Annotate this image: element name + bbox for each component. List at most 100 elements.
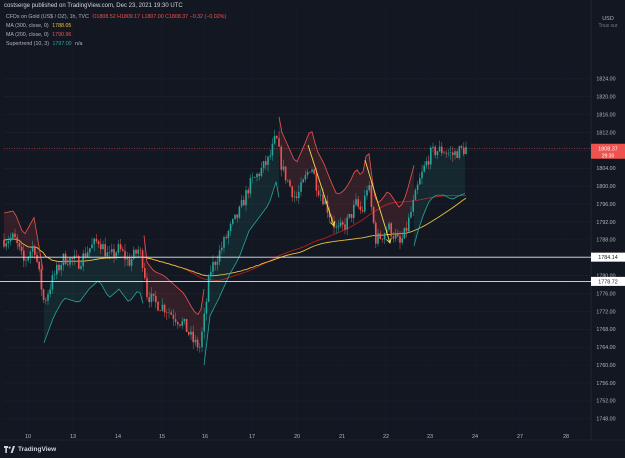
candle-body [150,293,153,303]
candle-body [317,190,320,196]
y-tick-label: 1752.00 [596,399,615,405]
candle-body [14,233,16,238]
x-tick-label: 23 [427,434,433,440]
candle-body [366,190,368,196]
candle-body [148,297,150,303]
candle-body [388,223,390,230]
y-tick-label: 1772.00 [596,309,615,315]
candle-body [196,339,199,348]
bar-countdown: 29:30 [602,153,615,159]
candle-body [324,200,326,205]
currency-sub-label: Tous sur [599,23,618,29]
x-tick-label: 24 [472,434,478,440]
candle-body [350,213,353,219]
candle-body [161,304,164,311]
y-tick-label: 1816.00 [596,112,615,118]
current-price-value: 1808.37 [598,147,618,153]
candle-body [370,185,373,207]
candle-body [463,147,465,155]
candle-body [97,241,100,244]
legend-ma300-row[interactable]: MA (300, close, 0) 1788.05 [6,23,71,29]
candle-body [36,254,38,262]
candle-body [419,178,421,185]
legend-symbol[interactable]: CFDs on Gold (US$ / OZ), 1h, TVC [6,14,89,20]
y-tick-label: 1820.00 [596,95,615,101]
candle-body [359,206,362,211]
y-tick-label: 1768.00 [596,327,615,333]
candle-body [185,318,188,333]
candle-body [441,146,443,154]
candle-body [170,312,172,315]
candle-body [348,213,351,218]
legend-ma200-row[interactable]: MA (200, close, 0) 1790.96 [6,32,71,38]
candle-body [23,250,25,261]
candle-body [212,262,214,272]
candle-body [423,165,425,172]
x-tick-label: 28 [563,434,569,440]
candle-body [443,152,445,154]
candle-body [298,191,300,199]
x-tick-label: 27 [517,434,523,440]
legend-ma200-label: MA (200, close, 0) [6,32,49,38]
candle-body [225,237,227,239]
candle-body [122,249,124,251]
candle-body [315,173,318,191]
candle-body [372,206,375,223]
candle-body [7,241,10,244]
candle-body [234,214,236,220]
candle-body [328,212,331,218]
candle-body [434,146,436,156]
x-tick-label: 15 [159,434,165,440]
candle-body [71,257,73,259]
candle-body [192,331,194,343]
arrow-drawing-2[interactable] [364,159,391,244]
y-tick-label: 1812.00 [596,130,615,136]
candle-body [194,339,197,343]
candle-body [177,322,179,325]
candle-body [47,294,49,301]
candle-body [80,266,82,269]
candle-body [159,310,161,312]
candle-body [353,204,355,219]
candle-body [258,173,260,176]
candle-body [210,271,212,277]
candle-body [229,223,232,232]
candle-body [152,293,155,296]
supertrend-fill-up [204,136,279,366]
candle-body [421,171,423,179]
candle-body [379,233,381,239]
candle-body [269,155,271,157]
supertrend-line-down [278,116,415,208]
candle-body [111,249,113,253]
candle-body [89,248,91,253]
candle-body [344,224,346,230]
legend-supertrend-na: n/a [75,41,83,47]
candle-body [399,236,401,243]
candle-body [119,244,122,250]
candle-body [25,260,27,261]
arrow-drawing-1[interactable] [307,144,335,227]
x-tick-label: 22 [383,434,389,440]
candle-body [320,194,322,196]
candle-body [273,135,276,144]
candle-body [425,161,428,166]
legend-supertrend-row[interactable]: Supertrend (10, 3) 1797.00 n/a [6,41,83,47]
tradingview-brand[interactable]: TradingView [18,446,57,453]
candle-body [214,262,216,265]
candle-body [56,264,58,275]
candle-body [375,222,377,244]
candle-body [104,244,106,257]
currency-label: USD [602,16,614,22]
candle-body [124,250,126,260]
candle-body [53,274,56,276]
candle-body [146,277,148,298]
candle-body [449,152,452,154]
candle-body [414,189,417,200]
current-price-tag [591,143,625,159]
candle-body [357,199,359,207]
candle-body [293,196,296,198]
candle-body [181,321,183,326]
candle-body [100,243,102,250]
candle-body [454,151,456,155]
